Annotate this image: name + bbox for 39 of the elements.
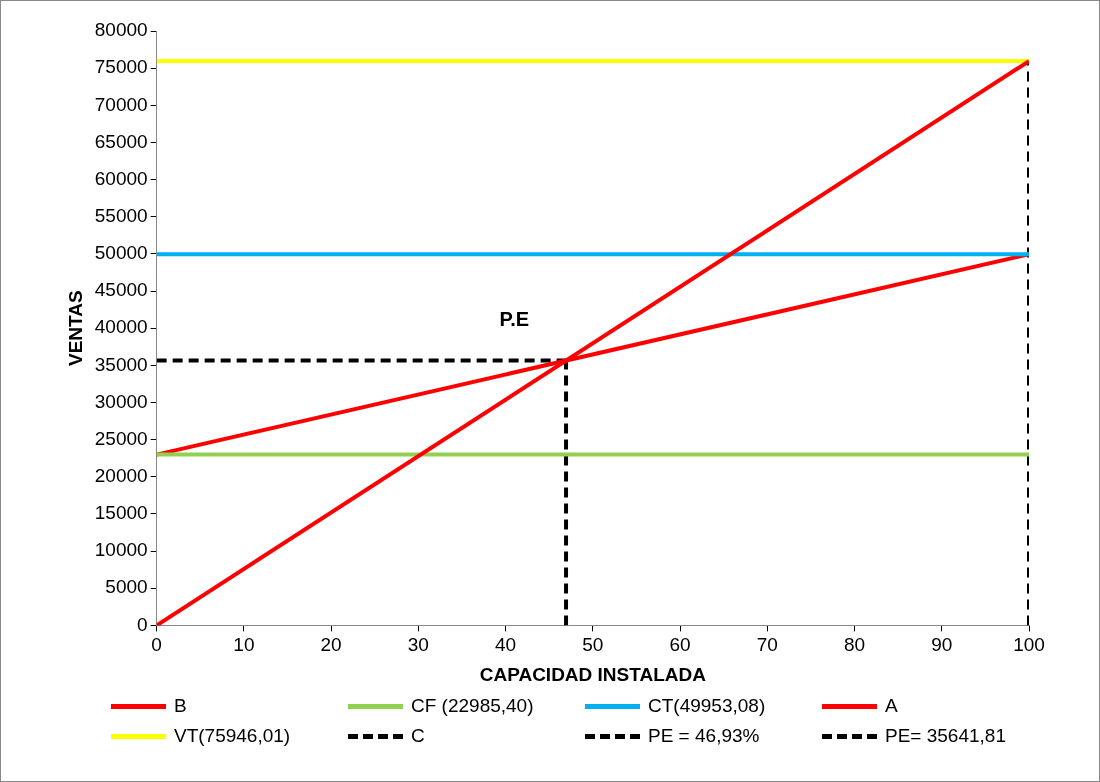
x-tick-label: 70 <box>756 634 778 656</box>
y-tick-label: 70000 <box>94 93 148 115</box>
y-tick-label: 50000 <box>94 242 148 264</box>
y-tick-label: 20000 <box>94 465 148 487</box>
x-tick-label: 30 <box>407 634 429 656</box>
y-tick-label: 15000 <box>94 502 148 524</box>
x-tick-label: 80 <box>843 634 866 656</box>
y-tick-label: 5000 <box>105 576 148 598</box>
y-tick-label: 80000 <box>94 19 148 41</box>
x-tick-label: 10 <box>233 634 255 656</box>
y-axis-title: VENTAS <box>64 290 86 367</box>
y-tick-label: 40000 <box>94 316 148 338</box>
x-tick-label: 60 <box>669 634 691 656</box>
legend-label: B <box>174 695 187 717</box>
y-tick-label: 75000 <box>94 56 148 78</box>
x-tick-label: 100 <box>1013 634 1045 656</box>
x-tick-label: 40 <box>495 634 517 656</box>
x-tick-label: 0 <box>151 634 162 656</box>
x-tick-label: 20 <box>320 634 342 656</box>
y-tick-label: 0 <box>137 613 148 635</box>
y-tick-label: 10000 <box>94 539 148 561</box>
y-tick-label: 45000 <box>94 279 148 301</box>
y-tick-label: 25000 <box>94 427 148 449</box>
legend-label: VT(75946,01) <box>174 725 291 747</box>
y-tick-label: 60000 <box>94 167 148 189</box>
legend-label: CT(49953,08) <box>648 695 766 717</box>
legend-label: CF (22985,40) <box>411 695 534 717</box>
legend-label: C <box>411 725 425 747</box>
y-tick-label: 35000 <box>94 353 148 375</box>
legend-label: A <box>885 695 898 717</box>
y-tick-label: 55000 <box>94 204 148 226</box>
x-axis-title: CAPACIDAD INSTALADA <box>479 663 707 685</box>
y-tick-label: 30000 <box>94 390 148 412</box>
y-tick-label: 65000 <box>94 130 148 152</box>
x-tick-label: 50 <box>582 634 604 656</box>
annotation: P.E <box>499 307 530 330</box>
legend-label: PE = 46,93% <box>648 725 760 747</box>
x-tick-label: 90 <box>931 634 953 656</box>
legend-label: PE= 35641,81 <box>885 725 1006 747</box>
